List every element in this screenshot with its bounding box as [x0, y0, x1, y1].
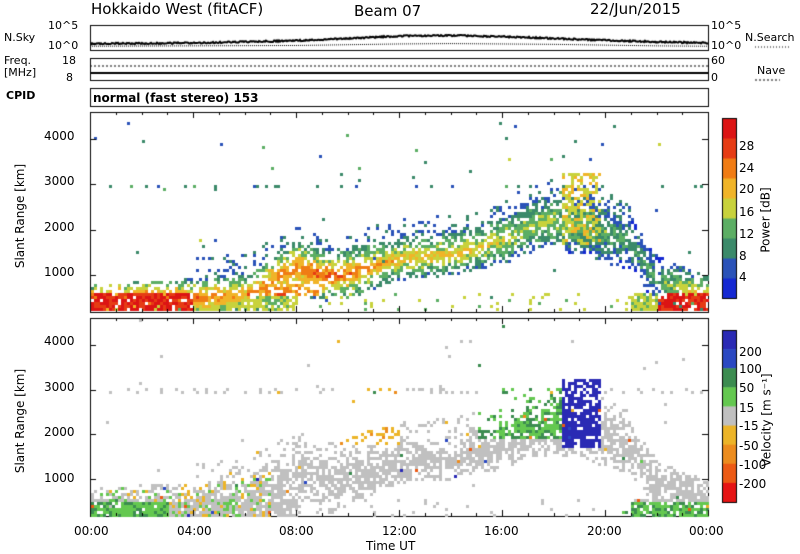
xtick-6: 00:00	[689, 525, 724, 537]
date-label: 22/Jun/2015	[590, 2, 681, 17]
vel-cb-tick-m50: -50	[739, 440, 759, 452]
freq-axis-top: 18	[62, 55, 76, 67]
beam-label: Beam 07	[354, 4, 421, 19]
xtick-5: 20:00	[587, 525, 622, 537]
xtick-1: 04:00	[177, 525, 212, 537]
nave-axis-bottom: 0	[711, 72, 718, 84]
x-axis-title: Time UT	[366, 540, 415, 552]
power-cb-tick-8: 8	[739, 250, 747, 262]
vel-cb-tick-m100: -100	[739, 459, 766, 471]
vel-ytick-1000: 1000	[44, 472, 75, 484]
station-title: Hokkaido West (fitACF)	[91, 2, 263, 17]
vel-cb-tick-200: 200	[739, 346, 762, 358]
xtick-3: 12:00	[382, 525, 417, 537]
power-cb-tick-12: 12	[739, 228, 754, 240]
noise-right-bottom: 10^0	[711, 40, 741, 52]
vel-ylabel: Slant Range [km]	[14, 369, 26, 473]
vel-ytick-4000: 4000	[44, 335, 75, 347]
noise-left-top: 10^5	[48, 20, 78, 32]
velocity-colorbar-label: Velocity [m s⁻¹]	[761, 373, 773, 466]
vel-cb-tick-m200: -200	[739, 478, 766, 490]
vel-cb-tick-15: 15	[739, 402, 754, 414]
vel-cb-tick-m15: -15	[739, 420, 759, 432]
noise-left-bottom: 10^0	[48, 40, 78, 52]
n-sky-label: N.Sky	[4, 32, 35, 44]
xtick-0: 00:00	[74, 525, 109, 537]
power-ylabel: Slant Range [km]	[14, 164, 26, 268]
power-cb-tick-4: 4	[739, 271, 747, 283]
vel-cb-tick-50: 50	[739, 382, 754, 394]
power-ytick-4000: 4000	[44, 130, 75, 142]
power-ytick-2000: 2000	[44, 221, 75, 233]
rti-plot-canvas	[0, 0, 800, 554]
n-search-label: N.Search	[745, 32, 795, 44]
power-cb-tick-28: 28	[739, 140, 754, 152]
power-cb-tick-20: 20	[739, 183, 754, 195]
freq-axis-bottom: 8	[66, 72, 73, 84]
power-ytick-3000: 3000	[44, 175, 75, 187]
cpid-label: CPID	[6, 90, 35, 102]
cpid-text: normal (fast stereo) 153	[93, 92, 259, 104]
vel-ytick-3000: 3000	[44, 381, 75, 393]
nave-axis-top: 60	[711, 55, 725, 67]
power-cb-tick-24: 24	[739, 162, 754, 174]
nave-label: Nave	[757, 65, 785, 77]
xtick-4: 16:00	[484, 525, 519, 537]
noise-right-top: 10^5	[711, 20, 741, 32]
power-cb-tick-16: 16	[739, 206, 754, 218]
freq-unit-label: [MHz]	[4, 67, 36, 79]
vel-cb-tick-100: 100	[739, 363, 762, 375]
power-ytick-1000: 1000	[44, 266, 75, 278]
xtick-2: 08:00	[279, 525, 314, 537]
vel-ytick-2000: 2000	[44, 426, 75, 438]
power-colorbar-label: Power [dB]	[760, 187, 772, 252]
